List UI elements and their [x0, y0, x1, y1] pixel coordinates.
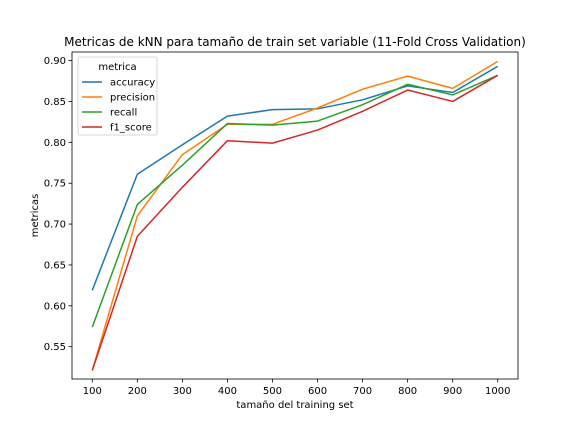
y-tick-label: 0.80 [44, 138, 66, 149]
plot-area [91, 60, 499, 371]
legend-box [77, 56, 158, 136]
legend-label-f1-score: f1_score [110, 123, 152, 134]
y-axis-title: metricas [30, 194, 41, 238]
x-tick-label: 600 [308, 386, 327, 397]
x-tick-label: 1000 [485, 386, 510, 397]
y-tick-label: 0.70 [44, 220, 66, 231]
series-line-f1-score [91, 74, 499, 371]
y-tick-label: 0.90 [44, 56, 66, 67]
legend-label-recall: recall [110, 108, 137, 119]
legend-label-precision: precision [110, 93, 155, 104]
y-tick-label: 0.60 [44, 301, 66, 312]
series-line-recall [91, 74, 499, 328]
y-tick-label: 0.85 [44, 97, 66, 108]
x-tick-label: 700 [353, 386, 372, 397]
legend-title: metrica [98, 62, 136, 73]
x-tick-label: 900 [443, 386, 462, 397]
x-axis-title: tamaño del training set [236, 400, 353, 411]
legend-label-accuracy: accuracy [110, 78, 155, 89]
y-tick-label: 0.75 [44, 179, 66, 190]
y-tick-label: 0.65 [44, 260, 66, 271]
x-axis: 100 200 300 400 500 600 700 800 900 1000 [83, 379, 510, 397]
chart-title: Metricas de kNN para tamaño de train set… [64, 35, 526, 49]
x-tick-label: 200 [128, 386, 147, 397]
y-axis: 0.55 0.60 0.65 0.70 0.75 0.80 0.85 0.90 [44, 56, 72, 353]
x-tick-label: 100 [83, 386, 102, 397]
x-tick-label: 500 [263, 386, 282, 397]
x-tick-label: 800 [398, 386, 417, 397]
y-tick-label: 0.55 [44, 342, 66, 353]
x-tick-label: 300 [173, 386, 192, 397]
plot-frame [71, 51, 519, 380]
x-tick-label: 400 [218, 386, 237, 397]
legend: metrica accuracy precision recall f1_score [77, 56, 158, 136]
